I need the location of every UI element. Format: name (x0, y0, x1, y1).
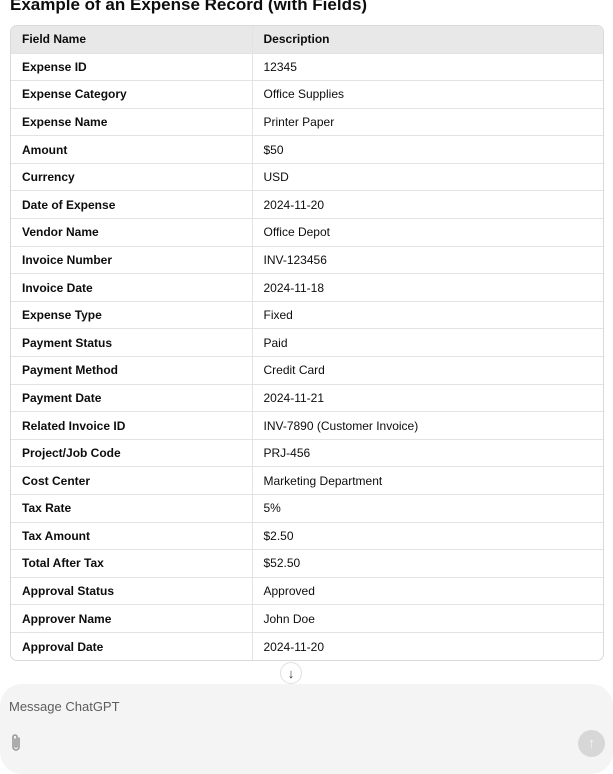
arrow-down-icon: ↓ (287, 665, 295, 681)
field-name-cell: Amount (11, 135, 253, 164)
table-row: Cost Center Marketing Department (11, 466, 603, 495)
table-row: Approver Name John Doe (11, 604, 603, 633)
field-name-cell: Total After Tax (11, 549, 253, 578)
description-cell: Paid (252, 328, 603, 358)
field-name-cell: Cost Center (11, 466, 253, 495)
field-name-cell: Expense Category (11, 80, 253, 109)
description-cell: Marketing Department (252, 466, 603, 495)
table-row: Payment Status Paid (11, 328, 603, 358)
field-name-cell: Approver Name (11, 604, 253, 633)
description-cell: Approved (252, 577, 603, 606)
table-row: Tax Amount $2.50 (11, 522, 603, 551)
description-cell: 5% (252, 494, 603, 523)
field-name-cell: Payment Method (11, 356, 253, 385)
field-name-cell: Expense Type (11, 301, 253, 330)
table-row: Related Invoice ID INV-7890 (Customer Inv… (11, 411, 603, 440)
table-row: Payment Method Credit Card (11, 356, 603, 385)
arrow-up-icon: ↑ (587, 735, 596, 752)
description-cell: $2.50 (252, 522, 603, 551)
field-name-cell: Tax Rate (11, 494, 253, 523)
description-cell: PRJ-456 (252, 439, 603, 468)
table-row: Total After Tax $52.50 (11, 549, 603, 578)
description-cell: 2024-11-20 (252, 190, 603, 220)
field-name-cell: Project/Job Code (11, 439, 253, 468)
description-cell: 12345 (252, 53, 603, 82)
section-title: Example of an Expense Record (with Field… (10, 0, 368, 14)
description-cell: Fixed (252, 301, 603, 330)
description-cell: INV-123456 (252, 246, 603, 275)
description-cell: Credit Card (252, 356, 603, 385)
description-cell: 2024-11-21 (252, 384, 603, 413)
description-cell: USD (252, 163, 603, 192)
table-row: Invoice Date 2024-11-18 (11, 273, 603, 302)
field-name-cell: Currency (11, 163, 253, 192)
paperclip-icon[interactable] (8, 733, 24, 753)
table-row: Expense Type Fixed (11, 301, 603, 330)
table-row: Approval Date 2024-11-20 (11, 632, 603, 661)
field-name-cell: Payment Date (11, 384, 253, 413)
header-field-name: Field Name (11, 26, 253, 54)
message-composer[interactable]: Message ChatGPT ↑ (0, 684, 613, 774)
table-row: Currency USD (11, 163, 603, 192)
field-name-cell: Expense Name (11, 108, 253, 137)
field-name-cell: Tax Amount (11, 522, 253, 551)
field-name-cell: Vendor Name (11, 218, 253, 247)
table-row: Amount $50 (11, 135, 603, 164)
description-cell: 2024-11-20 (263, 639, 325, 654)
table-row: Vendor Name Office Depot (11, 218, 603, 247)
send-button[interactable]: ↑ (578, 730, 605, 757)
table-row: Approval Status Approved (11, 577, 603, 606)
field-name-cell: Approval Date (11, 632, 253, 661)
field-name-cell: Expense ID (11, 53, 253, 82)
field-name-cell: Related Invoice ID (11, 411, 253, 440)
table-row: Invoice Number INV-123456 (11, 246, 603, 275)
description-cell: INV-7890 (Customer Invoice) (252, 411, 603, 440)
field-name-cell: Invoice Number (11, 246, 253, 275)
field-name-cell: Payment Status (11, 328, 253, 358)
description-cell: $52.50 (252, 549, 603, 578)
description-cell: $50 (252, 135, 603, 164)
table-row: Expense Name Printer Paper (11, 108, 603, 137)
description-cell: 2024-11-18 (252, 273, 603, 302)
table-row: Expense ID 12345 (11, 53, 603, 82)
description-cell: Office Depot (252, 218, 603, 247)
header-description: Description (252, 26, 603, 54)
field-name-cell: Date of Expense (11, 190, 253, 220)
description-cell: Printer Paper (252, 108, 603, 137)
table-header-row: Field Name Description (11, 26, 603, 54)
expense-table: Field Name Description Expense ID 12345 Ex… (10, 25, 604, 662)
field-name-cell: Invoice Date (11, 273, 253, 302)
table-row: Tax Rate 5% (11, 494, 603, 523)
description-cell: Office Supplies (252, 80, 603, 109)
table-row: Expense Category Office Supplies (11, 80, 603, 109)
scroll-down-button[interactable]: ↓ (280, 662, 302, 684)
table-row: Date of Expense 2024-11-20 (11, 190, 603, 220)
table-row: Project/Job Code PRJ-456 (11, 439, 603, 468)
description-cell: John Doe (252, 604, 603, 633)
table-row: Payment Date 2024-11-21 (11, 384, 603, 413)
message-input[interactable]: Message ChatGPT (9, 699, 120, 714)
field-name-cell: Approval Status (11, 577, 253, 606)
